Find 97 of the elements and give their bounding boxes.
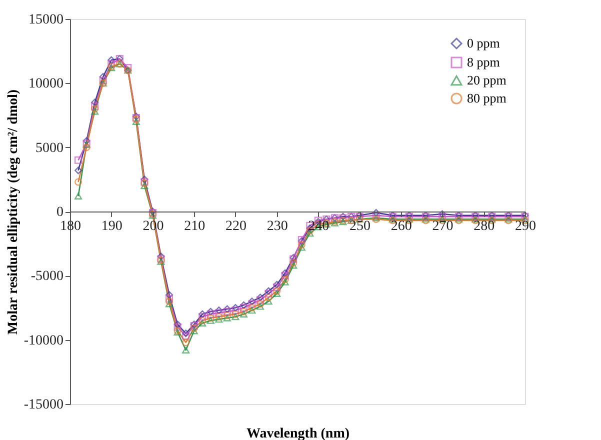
- point: [281, 269, 289, 277]
- point: [273, 283, 281, 291]
- point: [256, 296, 264, 304]
- point: [256, 300, 264, 308]
- x-tick-label: 220: [225, 219, 246, 234]
- point: [248, 300, 256, 308]
- point: [74, 192, 82, 200]
- y-tick-label: 15000: [28, 12, 64, 28]
- point: [223, 308, 231, 316]
- point: [74, 156, 82, 164]
- x-tick-label: 260: [390, 219, 412, 234]
- x-tick-label: 290: [515, 219, 536, 234]
- point: [182, 330, 190, 338]
- point: [157, 252, 165, 260]
- point: [372, 209, 380, 217]
- point: [215, 309, 223, 317]
- point: [174, 320, 182, 328]
- point: [264, 298, 272, 305]
- point: [438, 210, 446, 218]
- point: [232, 306, 240, 314]
- point: [240, 310, 248, 318]
- y-tick-label: -15000: [24, 398, 64, 412]
- point: [240, 308, 248, 316]
- point: [223, 314, 231, 322]
- point: [215, 312, 223, 320]
- y-tick-label: -5000: [30, 269, 64, 284]
- point: [206, 314, 214, 322]
- point: [166, 295, 174, 303]
- point: [132, 118, 140, 126]
- y-axis-title: Molar residual ellipticity (deg cm²/ dmol): [6, 89, 21, 335]
- x-tick-label: 210: [184, 219, 206, 234]
- point: [232, 304, 240, 312]
- point: [256, 303, 264, 310]
- point: [273, 290, 281, 297]
- point: [82, 144, 90, 152]
- point: [190, 328, 198, 334]
- y-tick-label: -10000: [24, 333, 64, 348]
- point: [215, 316, 223, 323]
- x-tick-label: 280: [474, 219, 495, 234]
- legend-label: 80 ppm: [467, 90, 506, 106]
- point: [215, 306, 223, 314]
- point: [248, 304, 256, 312]
- point: [223, 312, 231, 320]
- legend-label: 20 ppm: [467, 72, 506, 88]
- point: [206, 310, 214, 318]
- point: [206, 308, 214, 316]
- point: [298, 241, 306, 249]
- point: [140, 176, 148, 184]
- point: [240, 301, 248, 309]
- point: [232, 310, 240, 318]
- point: [281, 272, 289, 280]
- x-tick-label: 230: [266, 219, 288, 234]
- point: [223, 305, 231, 313]
- point: [108, 56, 116, 64]
- y-tick-label: 10000: [28, 76, 64, 92]
- point: [91, 108, 99, 115]
- point: [108, 60, 116, 68]
- legend-label: 8 ppm: [467, 54, 500, 70]
- point: [248, 306, 256, 314]
- point: [91, 102, 99, 110]
- point: [240, 304, 248, 312]
- point: [438, 212, 446, 220]
- point: [182, 338, 190, 346]
- point: [281, 278, 289, 286]
- point: [174, 323, 182, 331]
- y-tick-label: 0: [56, 205, 64, 220]
- point: [256, 294, 264, 302]
- point: [273, 280, 281, 288]
- point: [264, 287, 272, 295]
- point: [99, 72, 107, 81]
- point: [99, 76, 107, 84]
- x-tick-label: 190: [101, 219, 122, 234]
- point: [198, 310, 206, 318]
- point: [273, 287, 281, 295]
- point: [198, 312, 206, 320]
- point: [166, 291, 174, 299]
- point: [166, 300, 174, 308]
- point: [82, 137, 90, 145]
- point: [182, 332, 190, 340]
- point: [74, 166, 82, 174]
- legend-label: 0 ppm: [467, 36, 500, 50]
- x-tick-label: 270: [432, 219, 454, 234]
- point: [198, 320, 206, 326]
- point: [91, 98, 99, 106]
- point: [264, 294, 272, 302]
- x-tick-label: 250: [350, 219, 371, 234]
- point: [298, 244, 306, 251]
- point: [206, 317, 214, 324]
- point: [281, 276, 289, 284]
- point: [290, 262, 298, 269]
- point: [198, 316, 206, 324]
- point: [182, 346, 190, 354]
- point: [264, 290, 272, 298]
- point: [248, 298, 256, 306]
- y-tick-label: 5000: [36, 140, 64, 156]
- point: [232, 313, 240, 320]
- point: [140, 182, 148, 190]
